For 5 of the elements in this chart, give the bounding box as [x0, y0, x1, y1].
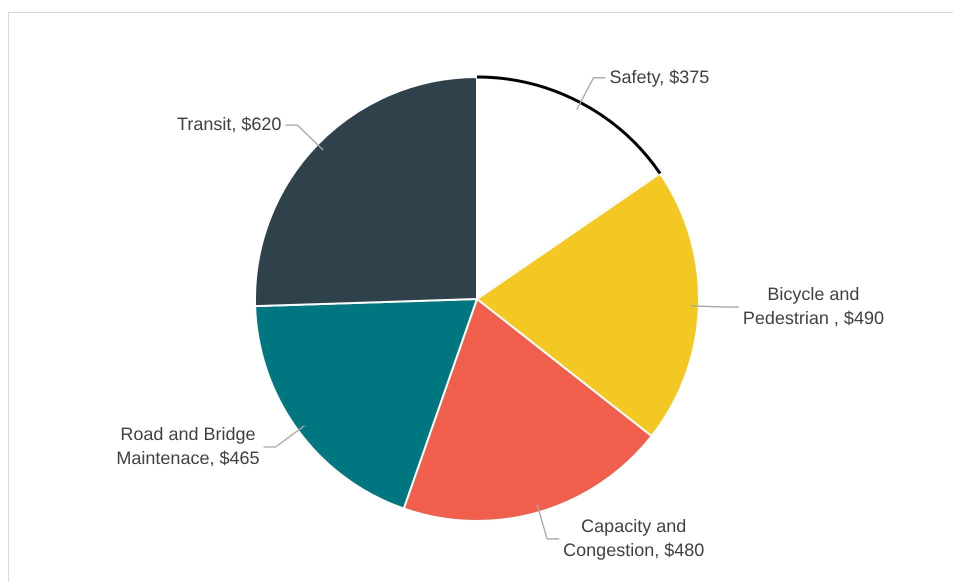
slice-label: Road and Bridge Maintenace, $465 [116, 424, 260, 468]
slice-label: Transit, $620 [177, 114, 282, 134]
slice-label: Safety, $375 [610, 66, 710, 87]
slice-label: Bicycle and Pedestrian , $490 [742, 284, 884, 328]
slice-label: Capacity and Congestion, $480 [563, 516, 704, 560]
